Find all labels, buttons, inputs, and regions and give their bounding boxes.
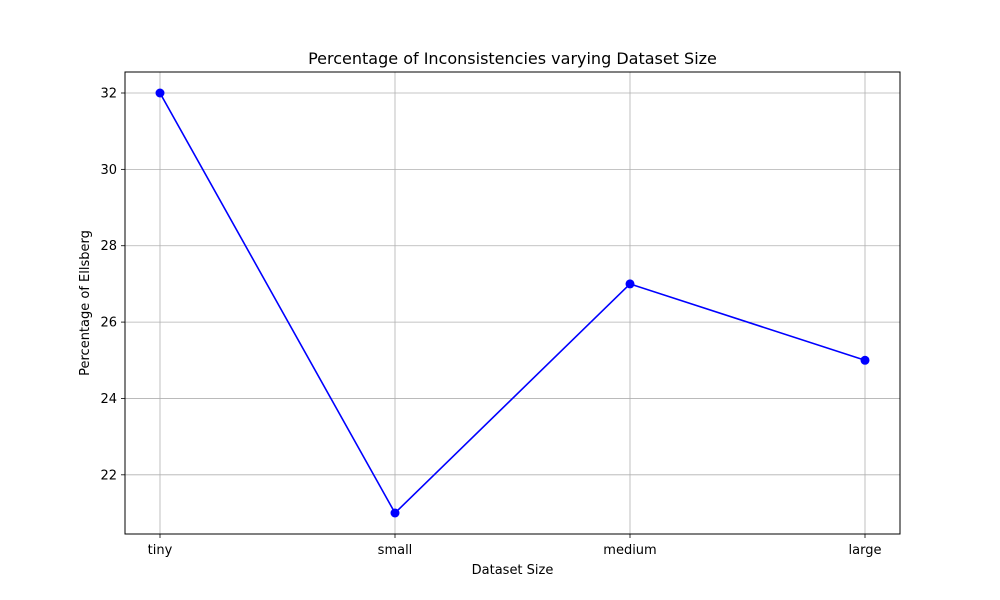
- x-tick-label: tiny: [148, 543, 173, 558]
- ticks: tiny small medium large 22 24 26 28 30 32: [100, 87, 881, 559]
- y-tick-label: 32: [100, 87, 117, 102]
- y-tick-label: 30: [100, 163, 117, 178]
- chart-title: Percentage of Inconsistencies varying Da…: [308, 49, 717, 68]
- x-tick-label: small: [378, 543, 413, 558]
- series-layer: [155, 88, 870, 518]
- y-tick-label: 28: [100, 239, 117, 254]
- x-axis-label: Dataset Size: [472, 563, 554, 578]
- data-point-marker: [390, 508, 400, 518]
- plot-area-frame: [124, 71, 901, 535]
- x-tick-label: medium: [603, 543, 656, 558]
- series-line: [159, 92, 866, 514]
- data-point-marker: [625, 279, 635, 289]
- data-point-marker: [155, 88, 165, 98]
- y-axis-label: Percentage of Ellsberg: [78, 230, 93, 376]
- data-point-marker: [860, 355, 870, 365]
- y-tick-label: 24: [100, 392, 117, 407]
- y-tick-label: 22: [100, 468, 117, 483]
- y-tick-label: 26: [100, 316, 117, 331]
- x-tick-label: large: [849, 543, 882, 558]
